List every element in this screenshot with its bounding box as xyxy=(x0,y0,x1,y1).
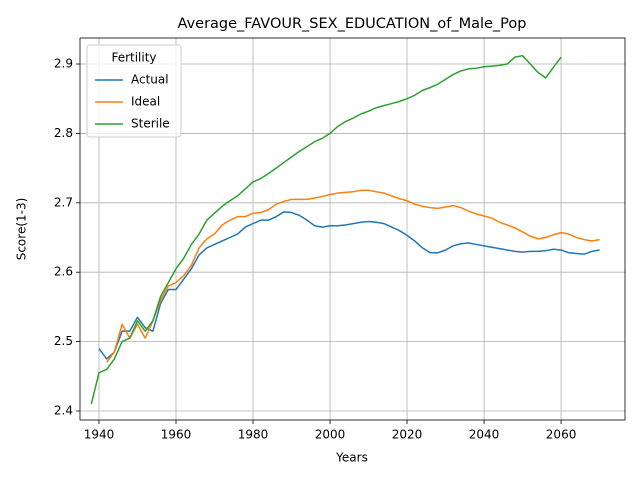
legend-label: Sterile xyxy=(131,117,170,131)
chart-title: Average_FAVOUR_SEX_EDUCATION_of_Male_Pop xyxy=(178,16,527,32)
legend-title: Fertility xyxy=(111,51,156,65)
x-tick-label: 2040 xyxy=(469,428,500,442)
x-tick-label: 1960 xyxy=(161,428,192,442)
line-series xyxy=(90,54,562,405)
plot-frame xyxy=(79,37,626,421)
x-axis-label: Years xyxy=(335,451,368,465)
y-tick-label: 2.5 xyxy=(54,334,73,348)
y-tick-label: 2.8 xyxy=(54,126,73,140)
x-tick-label: 2060 xyxy=(546,428,577,442)
legend-label: Actual xyxy=(131,73,169,87)
legend-label: Ideal xyxy=(131,95,160,109)
x-tick-label: 2020 xyxy=(392,428,423,442)
y-axis-label: Score(1-3) xyxy=(15,198,29,261)
y-tick-label: 2.4 xyxy=(54,403,73,417)
x-tick-label: 1940 xyxy=(84,428,115,442)
legend-box xyxy=(86,44,182,138)
y-tick-label: 2.7 xyxy=(54,195,73,209)
line-series xyxy=(98,211,600,360)
x-tick-label: 1980 xyxy=(238,428,269,442)
y-tick-label: 2.9 xyxy=(54,57,73,71)
y-tick-label: 2.6 xyxy=(54,265,73,279)
line-series xyxy=(106,189,600,363)
x-tick-label: 2000 xyxy=(315,428,346,442)
legend: Fertility Actual Ideal Sterile xyxy=(86,44,182,138)
